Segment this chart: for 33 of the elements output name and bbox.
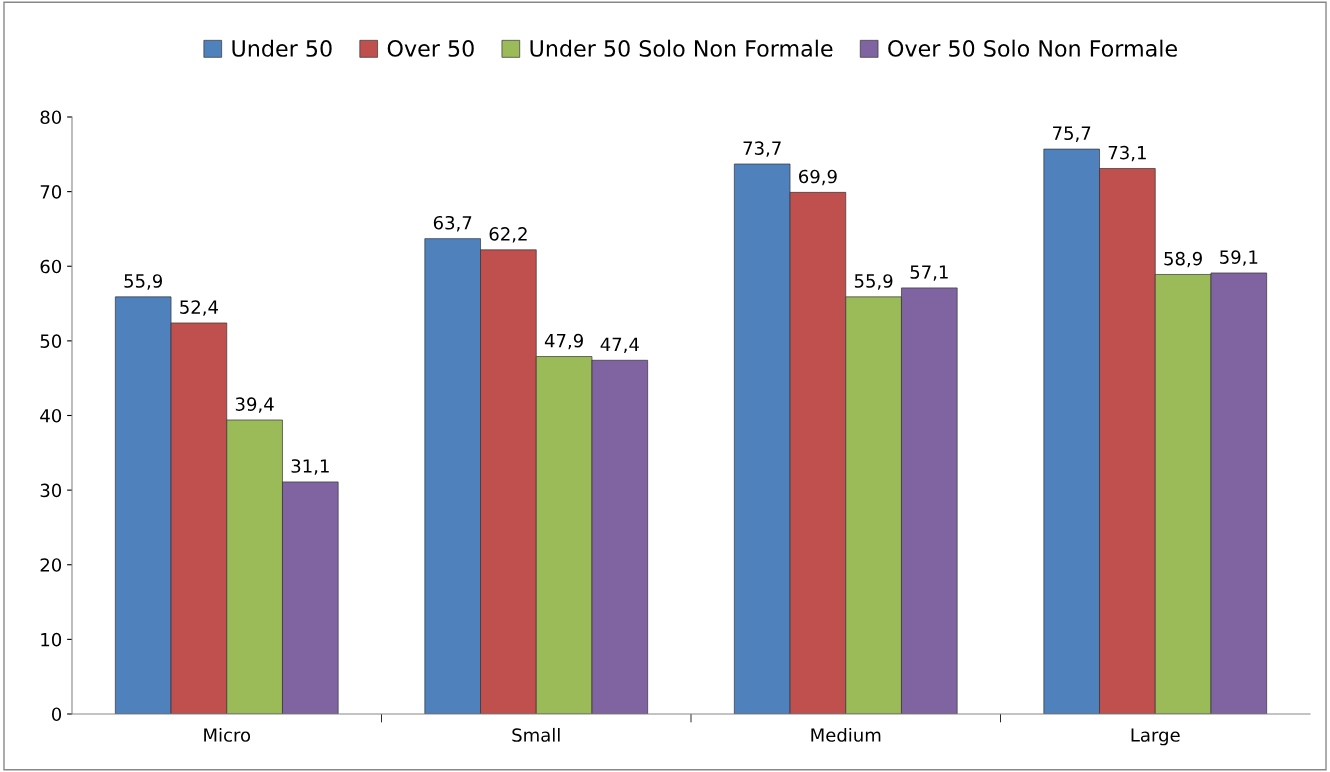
x-tick-label: Large (1131, 728, 1180, 746)
data-label: 59,1 (1220, 250, 1258, 266)
data-label: 47,4 (600, 337, 639, 354)
data-label: 52,4 (180, 300, 218, 316)
y-tick-label: 50 (40, 334, 62, 348)
data-label: 73,1 (1108, 145, 1146, 162)
x-tick-label: Micro (204, 727, 251, 742)
y-tick-label: 80 (40, 110, 62, 125)
data-label: 75,7 (1053, 126, 1091, 142)
legend-label: Over 50 (387, 40, 474, 57)
y-tick-label: 20 (40, 558, 62, 572)
data-label: 47,9 (544, 333, 583, 350)
legend-label: Under 50 Solo Non Formale (530, 39, 833, 57)
data-label: 31,1 (291, 459, 329, 475)
legend-label: Under 50 (232, 39, 332, 57)
data-label: 63,7 (433, 215, 472, 232)
data-label: 73,7 (743, 141, 781, 157)
y-tick-label: 0 (51, 707, 62, 722)
data-label: 69,9 (799, 169, 837, 186)
y-tick-label: 70 (40, 185, 62, 199)
legend-label: Over 50 Solo Non Formale (888, 39, 1177, 57)
y-tick-label: 40 (40, 408, 62, 423)
y-tick-label: 30 (40, 483, 62, 498)
data-label: 58,9 (1164, 251, 1202, 268)
y-tick-label: 60 (40, 259, 62, 274)
data-label: 62,2 (489, 227, 527, 243)
y-tick-label: 10 (41, 632, 62, 647)
data-label: 39,4 (235, 397, 274, 413)
data-label: 55,9 (854, 274, 893, 290)
data-label: 57,1 (910, 265, 948, 281)
x-tick-label: Medium (811, 727, 881, 742)
data-label: 55,9 (124, 274, 163, 290)
x-tick-label: Small (512, 727, 560, 742)
